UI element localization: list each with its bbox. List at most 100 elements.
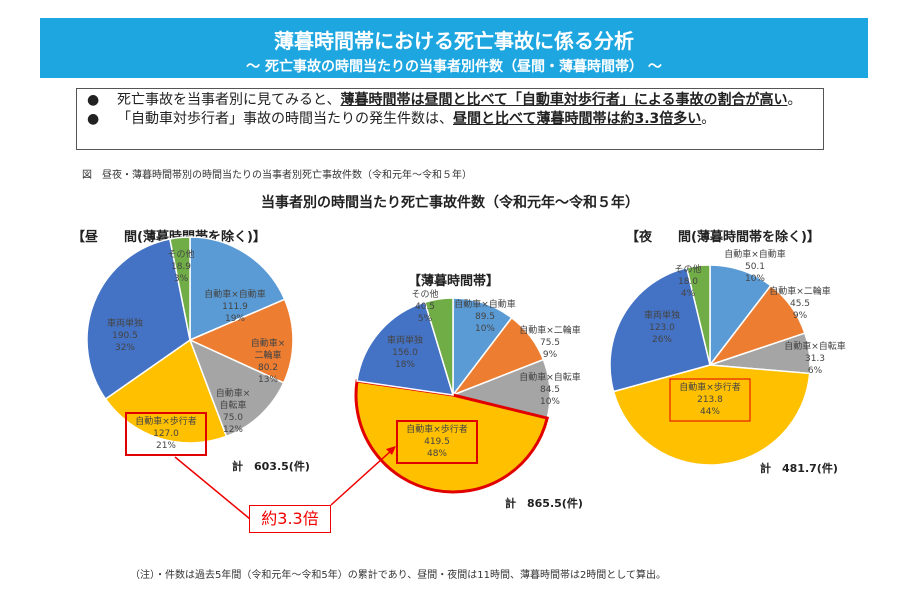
slice-label-text: 89.5 [475,312,495,322]
pie-slice [612,364,811,466]
slice-label-text: 自動車×歩行者 [135,415,197,427]
slice-label: 自動車×二輪車 45.5 9% [769,285,831,321]
title-banner: 薄暮時間帯における死亡事故に係る分析 ～ 死亡事故の時間当たりの当事者別件数（昼… [40,18,868,78]
slice-label-text: 111.9 [222,302,248,312]
slice-label-text: 75.5 [540,338,560,348]
slice-label: 車両単独 190.5 32% [107,317,143,353]
slice-label-text: 車両単独 [107,317,143,329]
slice-label-text: 190.5 [112,331,138,341]
slice-label-text: 自動車× [216,387,251,399]
slice-label-text: 31.3 [805,354,825,364]
slice-label-text: 419.5 [424,437,450,447]
slice-label-text: 10% [540,397,560,407]
slice-label-text: 二輪車 [254,349,281,361]
slice-label-text: 自動車×自動車 [724,248,786,260]
slice-label-text: 156.0 [392,348,418,358]
arrow-head-icon [386,446,396,455]
pie-slice [189,236,286,342]
slice-label-text: 75.0 [223,413,243,423]
slice-label: 自動車×自転車 75.0 12% [216,387,251,435]
slice-label-text: 3% [174,274,189,284]
slice-label: 車両単独 123.0 26% [644,309,680,345]
slice-label-text: 車両単独 [644,309,680,321]
pie-slice [188,298,294,384]
slice-label: 自動車×自動車 89.5 10% [454,298,516,334]
slice-label-text: 自動車×自転車 [784,340,846,352]
slice-label-text: 213.8 [697,395,723,405]
pie-slice [86,238,191,400]
slice-label-text: 自動車×自動車 [204,288,266,300]
slice-label-text: 6% [808,366,823,376]
slice-label-text: 自動車×歩行者 [406,423,468,435]
slice-label-text: その他 [167,248,194,260]
arrow-line [330,449,393,506]
footnote: （注）・件数は過去5年間（令和元年～令和5年）の累計であり、昼間・夜間は11時間… [130,570,667,581]
bullet: ● [87,92,100,108]
slice-label-text: その他 [411,288,438,300]
slice-label: その他 18.0 4% [674,263,701,299]
slice-label-text: 50.1 [745,262,765,272]
slice-label-text: 21% [156,441,176,451]
slice-label-text: 48% [427,449,447,459]
slice-label-text: 123.0 [649,323,675,333]
slice-label-text: 19% [225,314,245,324]
slice-label: 自動車×二輪車 80.2 13% [251,337,286,385]
slice-label-text: 4% [681,289,696,299]
slice-label: 自動車×歩行者 419.5 48% [406,423,468,459]
slice-label: 車両単独 156.0 18% [387,334,423,370]
pie-slice [685,264,711,366]
total-twilight: 計 865.5(件) [505,497,583,510]
slice-label-text: 9% [543,350,558,360]
summary-text: 。 [701,111,716,127]
pie-slice [168,236,191,341]
slice-label-text: 車両単独 [387,334,423,346]
slice-label-text: 45.5 [790,299,810,309]
slice-label-text: 26% [652,335,672,345]
highlight-box [669,378,751,422]
slice-label: 自動車×歩行者 127.0 21% [135,415,197,451]
slice-label-text: その他 [674,263,701,275]
slice-label: 自動車×自動車 111.9 19% [204,288,266,324]
slice-label: 自動車×二輪車 75.5 9% [519,324,581,360]
slice-label: 自動車×自動車 50.1 10% [724,248,786,284]
page-title: 薄暮時間帯における死亡事故に係る分析 [274,29,634,53]
slice-label: その他 40.5 5% [411,288,438,324]
slice-label-text: 18.0 [678,277,698,287]
arrow-line [174,456,251,520]
figure-caption: 図 昼夜・薄暮時間帯別の時間当たりの当事者別死亡事故件数（令和元年～令和５年） [82,170,472,181]
slice-label-text: 10% [745,274,765,284]
slice-label-text: 18.9 [171,262,191,272]
bullet: ● [87,111,100,127]
pie-title-night: 【夜 間(薄暮時間帯を除く)】 [626,230,820,245]
slice-label-text: 32% [115,343,135,353]
slice-label-text: 自動車× [251,337,286,349]
slice-label-text: 84.5 [540,385,560,395]
pie-slice [354,379,550,494]
pie-slice [609,266,711,393]
ratio-annotation: 約3.3倍 [249,505,331,533]
highlight-box [396,420,478,464]
slice-label: 自動車×自転車 84.5 10% [519,371,581,407]
total-night: 計 481.7(件) [760,462,838,475]
slice-label-text: 自動車×二輪車 [769,285,831,297]
page-subtitle: ～ 死亡事故の時間当たりの当事者別件数（昼間・薄暮時間帯） ～ [246,59,662,75]
total-day: 計 603.5(件) [232,460,310,473]
slice-label-text: 13% [258,375,278,385]
summary-item: ● 「自動車対歩行者」事故の時間当たりの発生件数は、昼間と比べて薄暮時間帯は約3… [87,110,813,129]
summary-emphasis: 昼間と比べて薄暮時間帯は約3.3倍多い [453,111,702,127]
slice-label-text: 自動車×二輪車 [519,324,581,336]
chart-title: 当事者別の時間当たり死亡事故件数（令和元年～令和５年） [261,195,639,211]
slice-label-text: 自転車 [219,399,246,411]
slice-label-text: 自動車×自動車 [454,298,516,310]
slice-label-text: 18% [395,360,415,370]
summary-box: ● 死亡事故を当事者別に見てみると、薄暮時間帯は昼間と比べて「自動車対歩行者」に… [76,88,824,150]
slice-label-text: 自動車×歩行者 [679,381,741,393]
slice-label: その他 18.9 3% [167,248,194,284]
slice-label: 自動車×自転車 31.3 6% [784,340,846,376]
slice-label-text: 80.2 [258,363,278,373]
pie-slice [188,338,285,438]
summary-emphasis: 薄暮時間帯は昼間と比べて「自動車対歩行者」による事故の割合が高い [340,92,788,108]
pie-title-twilight: 【薄暮時間帯】 [408,274,500,289]
slice-label-text: 127.0 [153,429,179,439]
